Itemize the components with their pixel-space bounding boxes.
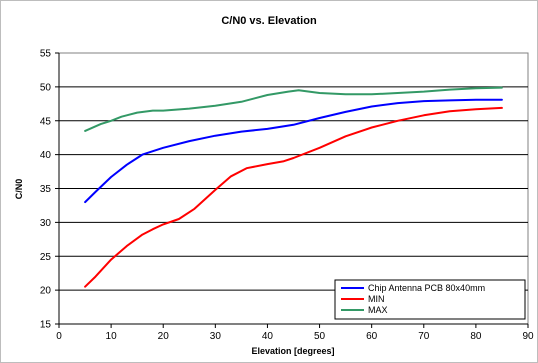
chart-title: C/N0 vs. Elevation (221, 15, 317, 27)
legend-label-2: MIN (368, 294, 385, 304)
y-axis-label: C/N0 (14, 179, 24, 200)
x-tick-label: 40 (262, 331, 274, 342)
y-tick-label: 20 (40, 286, 52, 297)
x-tick-label: 30 (210, 331, 222, 342)
y-tick-label: 30 (40, 218, 52, 229)
y-tick-label: 45 (40, 116, 52, 127)
x-tick-label: 70 (418, 331, 430, 342)
x-tick-label: 60 (366, 331, 378, 342)
x-tick-label: 0 (56, 331, 62, 342)
legend-box (334, 279, 526, 320)
legend-label-1: Chip Antenna PCB 80x40mm (368, 283, 485, 293)
y-tick-label: 50 (40, 82, 52, 93)
series-lines (84, 86, 503, 288)
series-line-3 (84, 86, 503, 132)
y-tick-label: 25 (40, 252, 52, 263)
gridlines (55, 52, 529, 328)
x-axis-label: Elevation [degrees] (251, 346, 334, 356)
y-tick-label: 55 (40, 49, 52, 60)
series-line-1 (84, 98, 503, 204)
x-tick-label: 50 (314, 331, 326, 342)
series-line-2 (84, 106, 503, 288)
x-tick-label: 10 (106, 331, 118, 342)
y-tick-label: 40 (40, 150, 52, 161)
legend-label-3: MAX (368, 305, 388, 315)
x-tick-labels: 0 10 20 30 40 50 60 70 80 90 (56, 331, 534, 342)
y-tick-label: 35 (40, 184, 52, 195)
y-tick-labels: 15 20 25 30 35 40 45 50 55 (40, 49, 52, 331)
x-tick-label: 20 (158, 331, 170, 342)
y-tick-label: 15 (40, 320, 52, 331)
x-tick-label: 80 (470, 331, 482, 342)
x-tick-label: 90 (522, 331, 534, 342)
